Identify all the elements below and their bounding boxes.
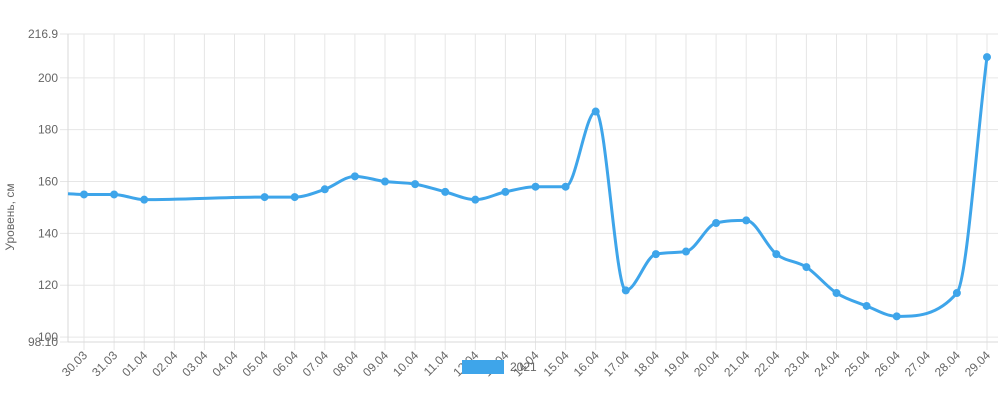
y-axis-label: Уровень, см	[3, 183, 17, 250]
data-point[interactable]	[772, 250, 781, 259]
x-tick-label: 10.04	[390, 348, 421, 379]
y-tick-label: 120	[38, 278, 58, 292]
data-point[interactable]	[350, 172, 359, 181]
x-tick-label: 20.04	[691, 348, 722, 379]
x-tick-label: 25.04	[842, 348, 873, 379]
series-2021	[67, 53, 991, 321]
x-tick-label: 18.04	[631, 348, 662, 379]
x-tick-label: 05.04	[240, 348, 271, 379]
data-point[interactable]	[381, 177, 389, 186]
x-tick-label: 09.04	[360, 348, 391, 379]
data-point[interactable]	[290, 193, 299, 202]
legend-swatch-2021[interactable]	[462, 360, 504, 374]
data-point[interactable]	[712, 219, 721, 227]
y-tick-label: 180	[38, 123, 58, 137]
data-point[interactable]	[80, 190, 88, 199]
y-tick-label: 216.9	[28, 27, 58, 41]
data-point[interactable]	[320, 185, 329, 194]
data-point[interactable]	[952, 289, 961, 297]
data-point[interactable]	[651, 250, 660, 259]
data-point[interactable]	[531, 182, 540, 191]
x-tick-label: 30.03	[59, 348, 90, 379]
x-tick-label: 26.04	[872, 348, 903, 379]
x-tick-label: 01.04	[119, 348, 150, 379]
legend[interactable]: 2021	[462, 360, 537, 374]
y-tick-label: 140	[38, 226, 58, 240]
x-tick-label: 24.04	[811, 348, 842, 379]
data-point[interactable]	[832, 289, 841, 297]
data-point[interactable]	[802, 263, 811, 272]
data-point[interactable]	[862, 301, 871, 310]
data-point[interactable]	[260, 193, 269, 202]
x-tick-label: 31.03	[89, 348, 120, 379]
x-tick-label: 16.04	[571, 348, 602, 379]
data-point[interactable]	[110, 190, 119, 199]
data-point[interactable]	[411, 180, 420, 189]
x-tick-label: 15.04	[541, 348, 572, 379]
x-tick-label: 04.04	[209, 348, 240, 379]
x-tick-label: 17.04	[601, 348, 632, 379]
data-point[interactable]	[501, 187, 510, 196]
data-point[interactable]	[983, 53, 991, 62]
x-tick-label: 02.04	[149, 348, 180, 379]
data-point[interactable]	[471, 195, 480, 204]
axes	[67, 34, 998, 343]
y-tick-label: 200	[38, 71, 58, 85]
data-point[interactable]	[742, 216, 751, 225]
x-tick-label: 11.04	[421, 348, 452, 379]
data-point[interactable]	[140, 195, 149, 204]
x-tick-label: 03.04	[179, 348, 210, 379]
data-point[interactable]	[591, 107, 600, 116]
data-point[interactable]	[561, 182, 570, 191]
data-point[interactable]	[682, 247, 690, 256]
series-line-2021	[67, 56, 989, 318]
x-tick-label: 07.04	[300, 348, 331, 379]
x-tick-label: 28.04	[932, 348, 963, 379]
data-point[interactable]	[441, 187, 450, 196]
y-tick-label: 98.10	[28, 335, 58, 349]
x-tick-label: 27.04	[902, 348, 933, 379]
x-tick-label: 23.04	[781, 348, 812, 379]
x-tick-label: 29.04	[962, 348, 993, 379]
data-point[interactable]	[892, 312, 901, 321]
x-tick-label: 22.04	[751, 348, 782, 379]
x-tick-label: 06.04	[270, 348, 301, 379]
x-tick-label: 19.04	[661, 348, 692, 379]
y-tick-label: 100	[38, 330, 58, 344]
legend-label-2021[interactable]: 2021	[510, 360, 537, 374]
y-tick-label: 160	[38, 175, 58, 189]
x-tick-label: 08.04	[330, 348, 361, 379]
data-point[interactable]	[621, 286, 630, 295]
x-tick-label: 21.04	[721, 348, 752, 379]
